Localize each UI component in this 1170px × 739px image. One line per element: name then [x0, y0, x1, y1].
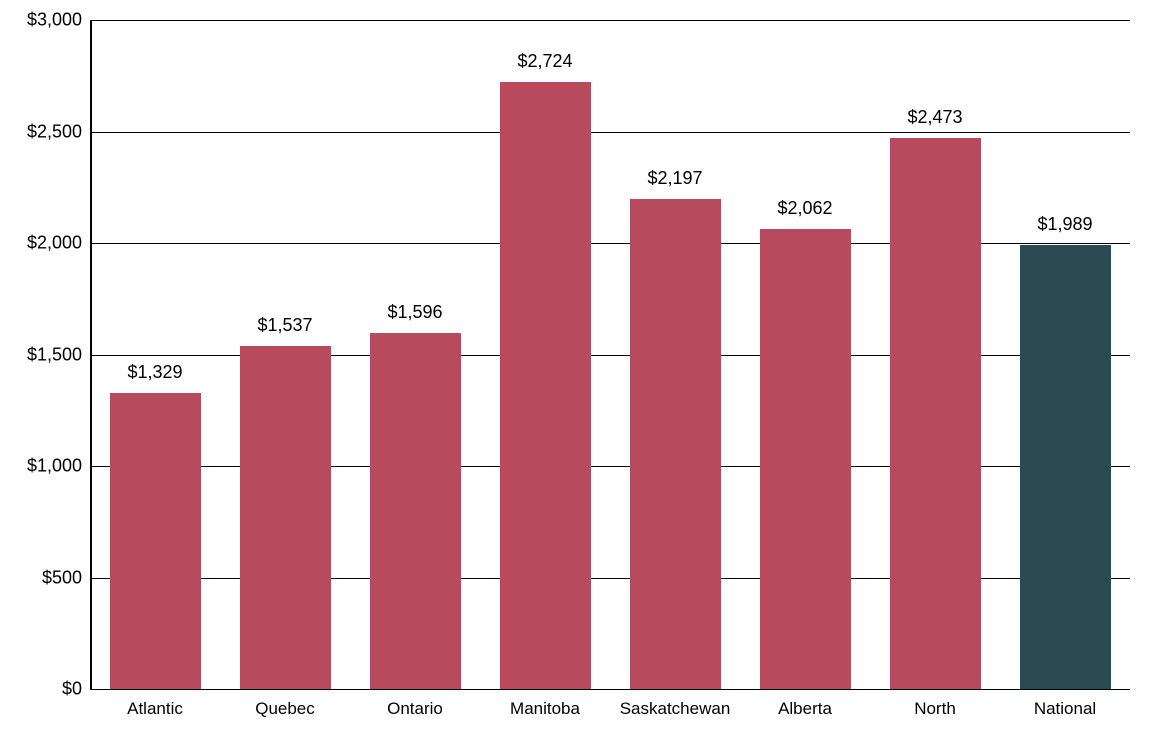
bar-slot: $1,537: [220, 20, 350, 689]
bar: [110, 393, 201, 689]
bar-slot: $2,473: [870, 20, 1000, 689]
bar: [630, 199, 721, 689]
bar-slot: $1,596: [350, 20, 480, 689]
x-tick-label: Saskatchewan: [610, 689, 740, 719]
y-tick-label: $0: [62, 679, 90, 700]
x-tick-label: Atlantic: [90, 689, 220, 719]
bar-slot: $1,989: [1000, 20, 1130, 689]
bar: [760, 229, 851, 689]
bars-row: $1,329 $1,537 $1,596 $2,724 $2,197 $2,062 $2,4…: [90, 20, 1130, 689]
y-tick-label: $500: [42, 567, 90, 588]
bar-slot: $2,062: [740, 20, 870, 689]
bar: [370, 333, 461, 689]
bar-value-label: $2,197: [647, 168, 702, 189]
bar: [240, 346, 331, 689]
bar-value-label: $1,596: [387, 302, 442, 323]
bar-slot: $1,329: [90, 20, 220, 689]
y-tick-label: $3,000: [27, 10, 90, 31]
x-tick-label: Manitoba: [480, 689, 610, 719]
bar-chart: $1,329 $1,537 $1,596 $2,724 $2,197 $2,062 $2,4…: [0, 0, 1170, 739]
bar-value-label: $1,329: [127, 362, 182, 383]
bar-value-label: $2,473: [907, 107, 962, 128]
bar-value-label: $1,537: [257, 315, 312, 336]
bar: [500, 82, 591, 689]
x-axis-labels: AtlanticQuebecOntarioManitobaSaskatchewa…: [90, 689, 1130, 719]
bar-value-label: $1,989: [1037, 214, 1092, 235]
bar-slot: $2,724: [480, 20, 610, 689]
x-tick-label: Quebec: [220, 689, 350, 719]
y-tick-label: $2,000: [27, 233, 90, 254]
x-tick-label: North: [870, 689, 1000, 719]
plot-area: $1,329 $1,537 $1,596 $2,724 $2,197 $2,062 $2,4…: [90, 20, 1130, 689]
x-tick-label: National: [1000, 689, 1130, 719]
bar: [1020, 245, 1111, 689]
bar-slot: $2,197: [610, 20, 740, 689]
y-tick-label: $1,500: [27, 344, 90, 365]
bar-value-label: $2,724: [517, 51, 572, 72]
y-tick-label: $2,500: [27, 121, 90, 142]
bar: [890, 138, 981, 689]
y-tick-label: $1,000: [27, 456, 90, 477]
bar-value-label: $2,062: [777, 198, 832, 219]
x-tick-label: Ontario: [350, 689, 480, 719]
x-tick-label: Alberta: [740, 689, 870, 719]
